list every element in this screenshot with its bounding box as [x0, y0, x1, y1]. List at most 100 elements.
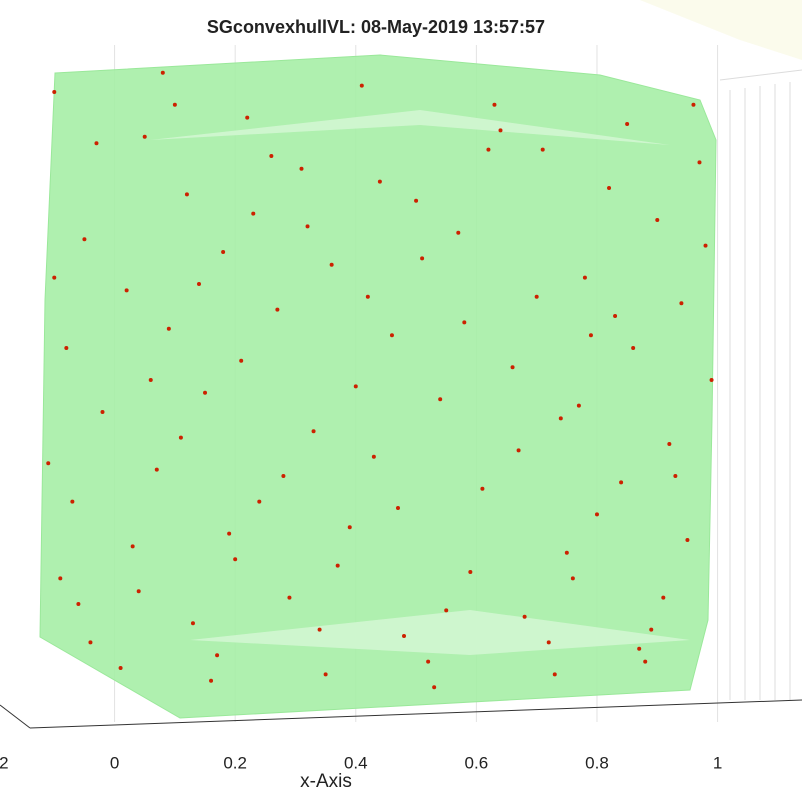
- point: [70, 499, 75, 504]
- point: [468, 570, 473, 574]
- point: [395, 506, 400, 510]
- point: [142, 134, 147, 139]
- point: [166, 326, 171, 331]
- point: [516, 448, 521, 453]
- point: [52, 275, 57, 280]
- point: [655, 218, 660, 222]
- point: [311, 429, 316, 434]
- point: [414, 198, 419, 203]
- point: [673, 474, 678, 478]
- point: [582, 275, 587, 280]
- point: [317, 627, 322, 632]
- point: [607, 186, 612, 190]
- point: [643, 659, 648, 664]
- point: [299, 166, 304, 171]
- point: [498, 128, 503, 133]
- point: [661, 595, 666, 600]
- point: [190, 621, 195, 626]
- point: [667, 442, 672, 446]
- point: [227, 531, 232, 536]
- point: [154, 467, 159, 472]
- point: [124, 288, 129, 293]
- point: [82, 237, 87, 242]
- points: [46, 70, 714, 690]
- axis-lines: [0, 699, 802, 729]
- point: [347, 525, 352, 530]
- point: [275, 307, 280, 312]
- point: [679, 301, 684, 306]
- point: [576, 403, 581, 408]
- point: [377, 179, 382, 184]
- point: [203, 390, 208, 395]
- hull-facet: [150, 110, 670, 145]
- point: [221, 250, 226, 254]
- point: [522, 614, 527, 619]
- point: [480, 486, 485, 491]
- point: [269, 154, 274, 158]
- point: [619, 480, 624, 485]
- point: [52, 90, 57, 94]
- x-tick-label: 1: [713, 753, 722, 772]
- box-edges: [719, 69, 802, 700]
- x-tick-label: 0.4: [344, 753, 368, 772]
- point: [46, 461, 51, 466]
- point: [178, 435, 183, 440]
- point: [233, 557, 238, 562]
- point: [420, 256, 425, 261]
- point: [184, 192, 189, 197]
- point: [329, 262, 334, 267]
- point: [209, 678, 214, 683]
- point: [245, 115, 250, 120]
- point: [251, 211, 256, 216]
- point: [691, 102, 696, 107]
- point: [588, 333, 593, 338]
- point: [239, 358, 244, 363]
- chart-title: SGconvexhullVL: 08-May-2019 13:57:57: [207, 17, 545, 37]
- point: [438, 397, 443, 402]
- x-tick-label: -0.2: [0, 753, 9, 772]
- point: [613, 314, 618, 318]
- point: [64, 346, 69, 350]
- point: [130, 544, 135, 549]
- point: [402, 634, 407, 638]
- point: [709, 378, 714, 382]
- point: [426, 659, 431, 664]
- point: [631, 346, 636, 350]
- point: [365, 294, 370, 299]
- point: [534, 294, 539, 299]
- point: [371, 454, 376, 459]
- point: [88, 640, 93, 645]
- point: [456, 230, 461, 235]
- point: [510, 365, 515, 370]
- point: [323, 672, 328, 677]
- x-tick-label: 0.6: [465, 753, 489, 772]
- x-tick-label: 0: [110, 753, 119, 772]
- x-tick-label: 0.8: [585, 753, 609, 772]
- point: [353, 384, 358, 389]
- convex-hull: [39, 54, 717, 719]
- point: [685, 538, 690, 542]
- point: [637, 646, 642, 651]
- axes-box-face: [640, 0, 802, 60]
- point: [136, 589, 141, 594]
- point: [552, 672, 557, 677]
- hull-facet: [190, 610, 690, 655]
- point: [100, 410, 105, 414]
- point: [335, 563, 340, 568]
- x-tick-label: 0.2: [223, 753, 247, 772]
- point: [305, 224, 310, 229]
- point: [564, 550, 569, 555]
- point: [118, 666, 123, 670]
- point: [287, 595, 292, 600]
- point: [359, 83, 364, 88]
- point: [558, 416, 563, 421]
- point: [649, 627, 654, 632]
- point: [703, 243, 708, 248]
- point: [625, 122, 630, 126]
- point: [697, 160, 702, 165]
- point: [76, 602, 81, 606]
- point: [570, 576, 575, 581]
- point: [540, 147, 545, 152]
